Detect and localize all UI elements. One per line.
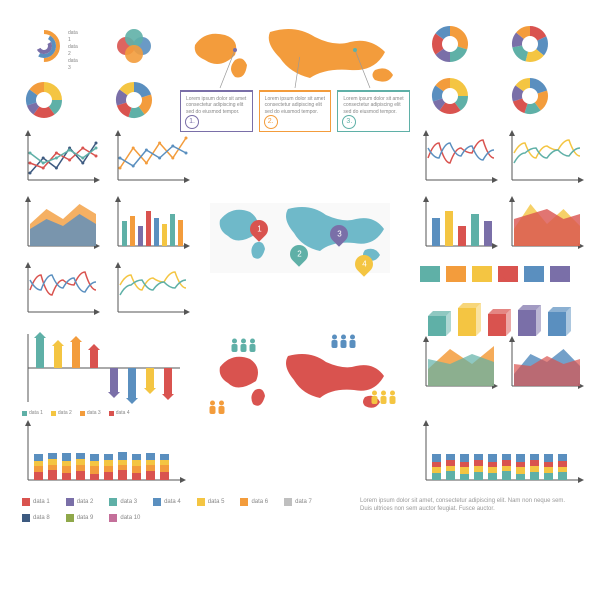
world-map-red	[200, 330, 400, 440]
legend-item: data 3	[109, 498, 137, 506]
sine-chart-b	[506, 130, 584, 188]
sine-chart-a	[420, 130, 498, 188]
infographic-grid: data 1 data 2 data 3	[0, 0, 600, 600]
sine-chart-d	[112, 262, 190, 320]
lorem-text: Lorem ipsum dolor sit amet, consectetur …	[360, 498, 570, 514]
flower-chart	[112, 24, 156, 70]
world-map-orange: Lorem ipsum dolor sit amet consectetur a…	[180, 20, 410, 170]
donut-pair	[22, 78, 66, 124]
area-chart-d	[506, 196, 584, 254]
legend-item: data 9	[66, 514, 94, 522]
legend-item: data 1	[22, 498, 50, 506]
line-chart-a	[22, 130, 100, 188]
legend-item: data 10	[109, 514, 140, 522]
legend: data 1 data 2 data 3 data 4 data 5 data 6 data…	[22, 498, 322, 522]
area-chart-a	[22, 196, 100, 254]
legend-item: data 4	[153, 498, 181, 506]
arrow-chart: data 1data 2data 3data 4	[22, 330, 186, 416]
legend-item: data 5	[197, 498, 225, 506]
area-chart-f	[506, 336, 584, 394]
legend-item: data 8	[22, 514, 50, 522]
line-chart-b	[112, 130, 190, 188]
bar-chart-mixed	[112, 196, 190, 254]
arc-label-2: data 2	[68, 44, 78, 58]
callout-3: Lorem ipsum dolor sit amet consectetur a…	[337, 90, 410, 132]
legend-item: data 7	[284, 498, 312, 506]
bar-chart-simple	[420, 196, 498, 254]
sine-chart-c	[22, 262, 100, 320]
callout-2: Lorem ipsum dolor sit amet consectetur a…	[259, 90, 332, 132]
arc-label-3: data 3	[68, 58, 78, 72]
legend-item: data 6	[240, 498, 268, 506]
tag-row	[420, 266, 570, 282]
world-map-blue: 1234	[200, 190, 400, 300]
arc-label-1: data 1	[68, 30, 78, 44]
stacked-bars-right	[420, 420, 584, 488]
arc-chart: data 1 data 2 data 3	[22, 24, 66, 70]
area-chart-e	[420, 336, 498, 394]
legend-item: data 2	[66, 498, 94, 506]
callout-1: Lorem ipsum dolor sit amet consectetur a…	[180, 90, 253, 132]
stacked-bars-left	[22, 420, 186, 488]
